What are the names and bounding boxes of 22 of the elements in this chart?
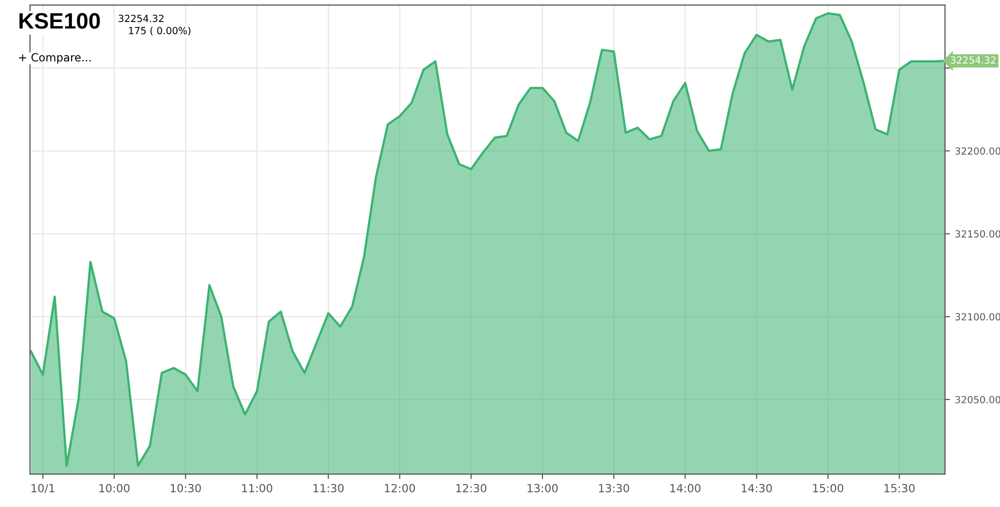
x-tick-label: 11:00 [242,484,272,492]
x-tick-label: 11:30 [314,484,344,492]
x-tick-label: 15:30 [884,484,915,492]
x-tick-label: 13:30 [599,484,630,492]
x-tick-label: 10:00 [99,484,130,492]
x-tick-label: 14:30 [742,484,772,492]
x-tick-label: 12:30 [456,484,486,492]
y-tick-label: 32200.00 [955,147,1000,155]
annotation: 32254.32 [950,56,996,64]
x-tick-label: 12:00 [384,484,415,492]
y-tick-label: 32150.00 [955,230,1000,238]
x-tick-label: 10/1 [32,484,54,494]
chart-title: KSE100 [19,13,100,29]
y-tick-label: 32050.00 [955,396,1000,404]
annotation: 32254.32 [118,14,164,22]
x-tick-label: 14:00 [670,484,700,492]
annotation: 175 ( 0.00%) [129,26,190,36]
x-tick-label: 13:00 [528,484,558,492]
x-tick-label: 10:30 [170,484,201,492]
y-tick-label: 32100.00 [955,313,1000,320]
x-tick-label: 15:00 [813,484,844,492]
annotation: + Compare... [19,53,91,64]
